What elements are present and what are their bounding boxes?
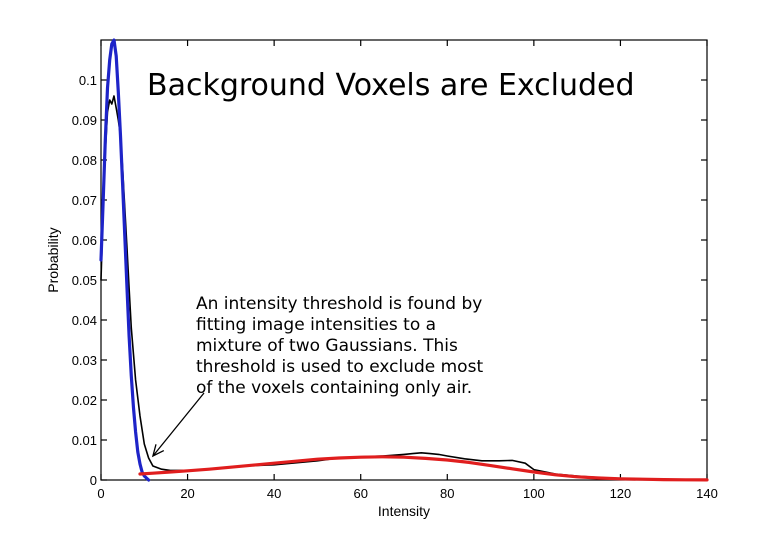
x-tick-labels: 0 20 40 60 80 100 120 140 xyxy=(97,486,717,501)
annotation-line: An intensity threshold is found by xyxy=(196,294,482,314)
y-tick-label: 0.1 xyxy=(79,73,97,88)
x-tick-label: 140 xyxy=(696,486,718,501)
annotation-arrow-line xyxy=(152,392,205,457)
empirical-histogram-line xyxy=(100,95,708,481)
x-tick-label: 100 xyxy=(523,486,545,501)
y-tick-label: 0.03 xyxy=(72,353,97,368)
background-gaussian-line xyxy=(99,38,151,482)
y-axis-title: Probability xyxy=(45,227,61,292)
annotation-line: threshold is used to exclude most xyxy=(196,357,483,377)
y-tick-label: 0.04 xyxy=(72,313,97,328)
y-tick-label: 0.08 xyxy=(72,153,97,168)
x-axis-title: Intensity xyxy=(378,503,430,519)
x-tick-label: 0 xyxy=(97,486,104,501)
plot-frame xyxy=(100,39,708,481)
chart-title: Background Voxels are Excluded xyxy=(147,68,635,103)
x-tick-label: 60 xyxy=(353,486,367,501)
foreground-gaussian-line xyxy=(138,455,709,482)
annotation-line: of the voxels containing only air. xyxy=(196,378,472,398)
x-tick-label: 80 xyxy=(440,486,454,501)
x-tick-label: 20 xyxy=(180,486,194,501)
y-tick-label: 0.09 xyxy=(72,113,97,128)
axis-ticks xyxy=(100,40,708,481)
annotation-arrowhead xyxy=(151,444,165,458)
y-tick-label: 0.01 xyxy=(72,433,97,448)
annotation-line: mixture of two Gaussians. This xyxy=(196,336,458,356)
x-tick-label: 40 xyxy=(267,486,281,501)
x-tick-label: 120 xyxy=(610,486,632,501)
y-tick-label: 0.05 xyxy=(72,273,97,288)
annotation: An intensity threshold is found byfittin… xyxy=(151,294,483,458)
series-layer xyxy=(99,38,709,482)
y-tick-label: 0.07 xyxy=(72,193,97,208)
y-tick-label: 0 xyxy=(90,473,97,488)
y-tick-labels: 0 0.01 0.02 0.03 0.04 0.05 0.06 0.07 0.08 0.09 0.1 xyxy=(72,73,97,488)
annotation-line: fitting image intensities to a xyxy=(196,315,436,335)
y-tick-label: 0.06 xyxy=(72,233,97,248)
y-tick-label: 0.02 xyxy=(72,393,97,408)
